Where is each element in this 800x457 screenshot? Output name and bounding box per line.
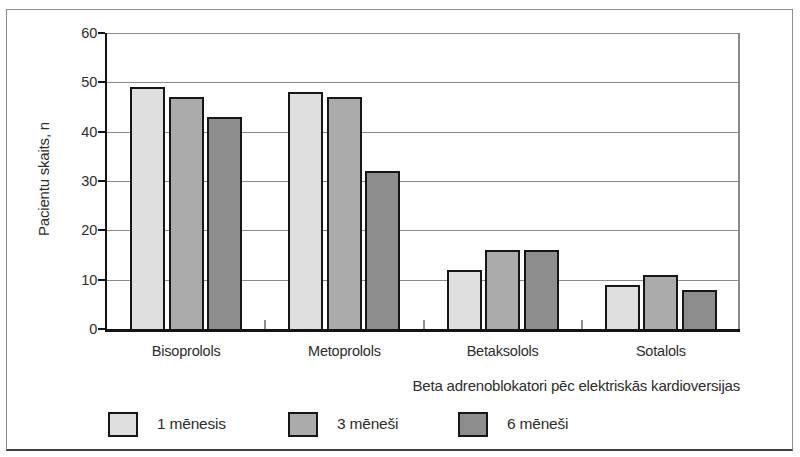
plot-top-border [107,33,740,34]
bar-betaksolols-series-1 [447,270,482,329]
y-tick-label-10: 10 [57,271,97,289]
bar-betaksolols-series-2 [485,250,520,329]
y-tick-label-0: 0 [57,320,97,338]
category-label-bisoprolols: Bisoprolols [107,343,265,359]
bar-metoprolols-series-2 [327,97,362,329]
y-tick-label-20: 20 [57,221,97,239]
bar-bisoprolols-series-2 [169,97,204,329]
bar-sotalols-series-2 [643,275,678,329]
y-axis-title: Pacientu skaits, n [30,63,56,296]
y-tick-0 [98,328,105,330]
y-tick-40 [98,131,105,133]
y-tick-10 [98,279,105,281]
category-label-metoprolols: Metoprolols [265,343,423,359]
y-tick-label-50: 50 [57,73,97,91]
bar-sotalols-series-3 [682,290,717,329]
legend-item-3-months: 3 mēneši [288,411,398,437]
legend-swatch-1-month [108,412,138,437]
legend-swatch-3-months [288,412,318,437]
bar-metoprolols-series-1 [288,92,323,329]
bar-betaksolols-series-3 [524,250,559,329]
y-tick-60 [98,32,105,34]
y-tick-30 [98,180,105,182]
bar-sotalols-series-1 [605,285,640,329]
x-axis-line [105,329,740,332]
legend-label-6-months: 6 mēneši [507,415,568,433]
legend-label-1-month: 1 mēnesis [157,415,226,433]
legend-label-3-months: 3 mēneši [337,415,398,433]
plot-area: 0102030405060BisoprololsMetoprololsBetak… [107,33,740,329]
y-axis-line [105,33,107,332]
category-separator-tick [581,320,583,329]
bar-bisoprolols-series-3 [207,117,242,329]
chart-figure: Pacientu skaits, n 0102030405060Bisoprol… [0,0,800,457]
y-tick-label-60: 60 [57,24,97,42]
legend-swatch-6-months [458,412,488,437]
legend-item-1-month: 1 mēnesis [108,411,226,437]
y-tick-20 [98,229,105,231]
category-separator-tick [423,320,425,329]
y-tick-label-30: 30 [57,172,97,190]
x-axis-title: Beta adrenoblokatori pēc elektriskās kar… [107,377,740,394]
bar-bisoprolols-series-1 [130,87,165,329]
category-label-sotalols: Sotalols [582,343,740,359]
legend-item-6-months: 6 mēneši [458,411,568,437]
gridline-50 [107,82,740,83]
y-tick-label-40: 40 [57,123,97,141]
category-separator-tick [264,320,266,329]
category-label-betaksolols: Betaksolols [424,343,582,359]
bar-metoprolols-series-3 [365,171,400,329]
y-tick-50 [98,81,105,83]
